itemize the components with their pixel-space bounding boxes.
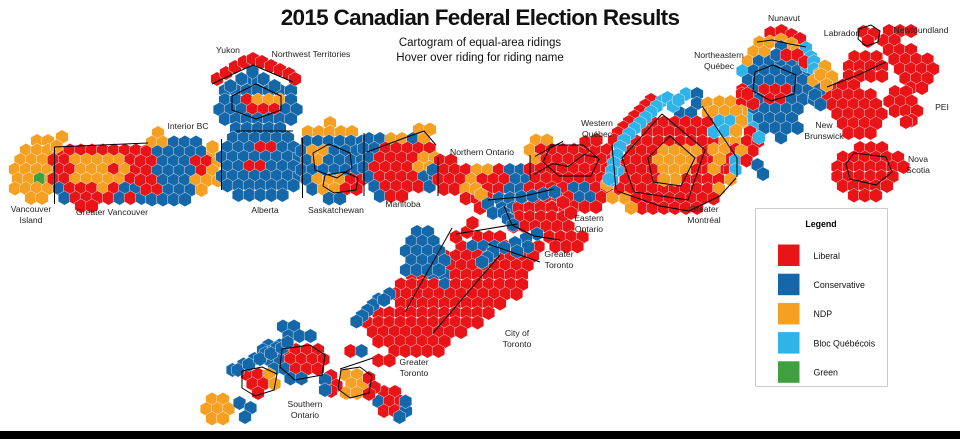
svg-text:Scotia: Scotia: [906, 165, 930, 175]
svg-text:Brunswick: Brunswick: [804, 131, 844, 141]
svg-text:Greater Vancouver: Greater Vancouver: [76, 207, 148, 217]
svg-text:Toronto: Toronto: [400, 368, 429, 378]
svg-text:Ontario: Ontario: [575, 224, 603, 234]
svg-text:New: New: [815, 120, 833, 130]
svg-text:Saskatchewan: Saskatchewan: [308, 205, 364, 215]
svg-text:Southern: Southern: [288, 399, 323, 409]
svg-text:Northeastern: Northeastern: [694, 50, 744, 60]
svg-text:Northern Ontario: Northern Ontario: [450, 147, 514, 157]
svg-text:PEI: PEI: [935, 102, 949, 112]
svg-text:Nova: Nova: [908, 154, 928, 164]
svg-text:Northwest Territories: Northwest Territories: [272, 49, 351, 59]
svg-text:Greater: Greater: [544, 249, 573, 259]
svg-text:Labrador: Labrador: [824, 28, 859, 38]
svg-text:Greater: Greater: [689, 204, 718, 214]
svg-text:Eastern: Eastern: [574, 213, 604, 223]
svg-text:Yukon: Yukon: [216, 45, 240, 55]
svg-text:Legend: Legend: [805, 219, 836, 229]
svg-text:Island: Island: [20, 215, 43, 225]
svg-text:Alberta: Alberta: [251, 205, 278, 215]
svg-text:Liberal: Liberal: [814, 251, 840, 261]
svg-text:Québec: Québec: [704, 61, 735, 71]
svg-text:Bloc Québécois: Bloc Québécois: [814, 338, 876, 348]
svg-text:Québec: Québec: [582, 129, 613, 139]
svg-text:Greater: Greater: [399, 357, 428, 367]
svg-text:Interior BC: Interior BC: [167, 121, 208, 131]
svg-text:Newfoundland: Newfoundland: [894, 25, 949, 35]
svg-text:Manitoba: Manitoba: [385, 199, 421, 209]
svg-text:Montréal: Montréal: [687, 215, 721, 225]
svg-text:NDP: NDP: [814, 309, 833, 319]
svg-text:Western: Western: [581, 118, 613, 128]
svg-text:Toronto: Toronto: [545, 260, 574, 270]
svg-text:Nunavut: Nunavut: [768, 13, 801, 23]
svg-text:Vancouver: Vancouver: [11, 204, 52, 214]
svg-text:Conservative: Conservative: [814, 280, 865, 290]
svg-text:Green: Green: [814, 368, 839, 378]
svg-text:Toronto: Toronto: [503, 339, 532, 349]
svg-text:Ontario: Ontario: [291, 410, 319, 420]
svg-text:City of: City of: [505, 328, 530, 338]
